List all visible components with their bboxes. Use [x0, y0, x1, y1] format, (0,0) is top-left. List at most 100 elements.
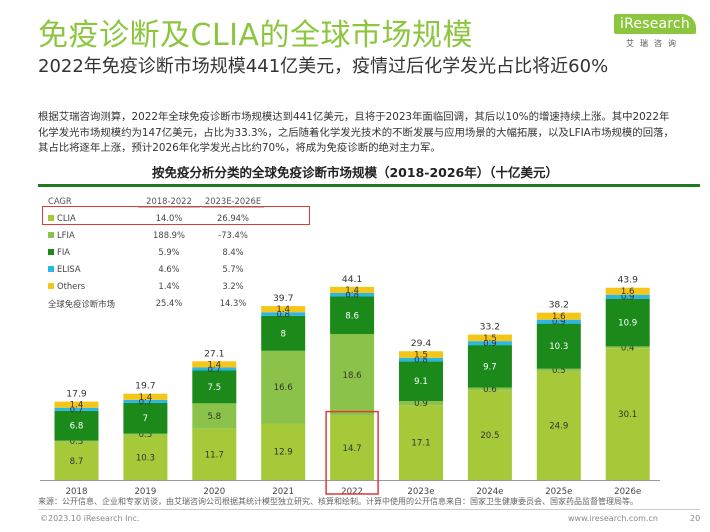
segment-value-label: 0.3: [139, 430, 153, 440]
bar-segment-lfia: [54, 440, 99, 442]
bar-segment-elisa: [192, 367, 237, 371]
cagr-header-label: CAGR: [48, 196, 72, 206]
segment-value-label: 1.4: [139, 393, 153, 403]
cagr-value: 14.3%: [219, 298, 247, 308]
segment-value-label: 8.6: [345, 311, 359, 321]
cagr-value: 4.6%: [158, 264, 180, 274]
segment-value-label: 20.5: [480, 431, 499, 441]
bar-segment-others: [123, 393, 168, 400]
segment-value-label: 10.9: [618, 319, 637, 329]
bar-segment-clia: [536, 370, 581, 480]
cagr-row-clia: CLIA 14.0% 26.94%: [48, 210, 318, 227]
bar-segment-lfia: [330, 334, 375, 416]
bar-segment-clia: [54, 441, 99, 480]
bar-segment-clia: [467, 390, 512, 480]
segment-value-label: 8: [280, 329, 285, 339]
bar-segment-others: [54, 401, 99, 408]
cagr-header-row: CAGR 2018-2022 2023E-2026E: [48, 193, 318, 210]
bar-segment-fia: [123, 402, 168, 434]
bar-total-label: 27.1: [204, 348, 224, 359]
bar-segment-elisa: [536, 319, 581, 324]
segment-value-label: 1.5: [414, 351, 428, 361]
segment-value-label: 10.3: [549, 342, 568, 352]
bar-total-label: 43.9: [617, 275, 638, 286]
cagr-value: 25.4%: [155, 298, 183, 308]
bar-total-label: 17.9: [66, 389, 87, 400]
segment-value-label: 0.7: [139, 397, 153, 407]
copyright: ©2023.10 iResearch Inc.: [40, 514, 140, 523]
bar-total-label: 33.2: [480, 322, 500, 333]
footer-divider: [38, 509, 700, 510]
bar-segment-fia: [536, 323, 581, 369]
bar-segment-elisa: [123, 399, 168, 403]
cagr-header-period2: 2023E-2026E: [202, 196, 264, 208]
bar-segment-lfia: [192, 403, 237, 429]
bar-total-label: 19.7: [135, 381, 156, 392]
bar-segment-lfia: [605, 346, 650, 349]
segment-value-label: 9.1: [414, 377, 428, 387]
segment-value-label: 12.9: [274, 448, 293, 458]
segment-value-label: 0.9: [414, 399, 428, 409]
bar-segment-elisa: [467, 341, 512, 346]
chart-title: 按免疫分析分类的全球免疫诊断市场规模（2018-2026年）（十亿美元）: [151, 165, 559, 180]
cagr-value: 5.9%: [158, 247, 180, 257]
segment-value-label: 7.5: [207, 383, 221, 393]
segment-value-label: 1.6: [552, 312, 566, 322]
cagr-value: 14.0%: [155, 213, 183, 223]
bar-segment-others: [467, 334, 512, 342]
bar-segment-lfia: [123, 433, 168, 435]
segment-value-label: 10.3: [136, 453, 155, 463]
clia-2022-highlight: [325, 410, 379, 495]
cagr-value: 26.94%: [217, 213, 249, 223]
logo-subtext: 艾瑞咨询: [626, 39, 682, 48]
bar-segment-clia: [123, 434, 168, 480]
cagr-row-total: 全球免疫诊断市场 25.4% 14.3%: [48, 295, 318, 312]
segment-value-label: 24.9: [549, 421, 568, 431]
cagr-value: 188.9%: [153, 230, 185, 240]
segment-value-label: 11.7: [205, 450, 224, 460]
segment-value-label: 0.5: [552, 366, 566, 376]
bar-segment-fia: [399, 361, 443, 402]
segment-value-label: 5.8: [207, 412, 221, 422]
legend-swatch-fia: [48, 249, 54, 255]
bar-segment-others: [330, 286, 375, 293]
legend-swatch-others: [48, 283, 54, 289]
segment-value-label: 0.7: [207, 365, 221, 375]
bar-segment-fia: [467, 345, 512, 388]
segment-value-label: 0.6: [483, 385, 497, 395]
segment-value-label: 0.7: [70, 405, 84, 415]
cagr-table: CAGR 2018-2022 2023E-2026E CLIA 14.0% 26…: [48, 193, 318, 312]
bar-segment-elisa: [605, 294, 650, 299]
bar-segment-others: [605, 287, 650, 295]
logo-text: iResearch: [614, 14, 696, 34]
segment-value-label: 0.3: [70, 437, 84, 447]
bar-segment-others: [192, 361, 237, 368]
cagr-label-total: 全球免疫诊断市场: [48, 299, 115, 309]
segment-value-label: 6.8: [70, 422, 84, 432]
bar-segment-elisa: [54, 407, 99, 411]
segment-value-label: 30.1: [618, 410, 637, 420]
bar-segment-fia: [605, 298, 650, 347]
cagr-label-elisa: ELISA: [57, 264, 81, 274]
cagr-header-period1: 2018-2022: [138, 196, 200, 208]
bar-segment-clia: [605, 348, 650, 480]
chart-divider: [38, 184, 700, 187]
cagr-label-fia: FIA: [57, 247, 71, 257]
segment-value-label: 0.9: [621, 293, 635, 303]
bar-segment-clia: [261, 423, 306, 480]
website-link[interactable]: www.iresearch.com.cn: [568, 514, 658, 523]
bar-segment-elisa: [399, 357, 443, 362]
bar-segment-fia: [54, 410, 99, 441]
page-number: 20: [690, 514, 701, 523]
bar-segment-fia: [330, 296, 375, 335]
segment-value-label: 17.1: [411, 439, 430, 449]
bar-segment-others: [536, 312, 581, 320]
segment-value-label: 1.6: [621, 287, 635, 297]
bar-segment-lfia: [399, 401, 443, 406]
bar-segment-clia: [330, 415, 375, 480]
bar-segment-clia: [399, 405, 443, 480]
segment-value-label: 1.5: [483, 334, 497, 344]
bar-total-label: 38.2: [549, 300, 569, 311]
segment-value-label: 0.4: [621, 343, 635, 353]
segment-value-label: 1.4: [70, 401, 84, 411]
